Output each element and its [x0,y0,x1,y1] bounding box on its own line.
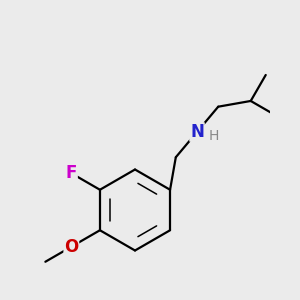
Text: N: N [190,123,204,141]
Text: F: F [66,164,77,182]
Text: O: O [64,238,79,256]
Text: H: H [208,130,219,143]
